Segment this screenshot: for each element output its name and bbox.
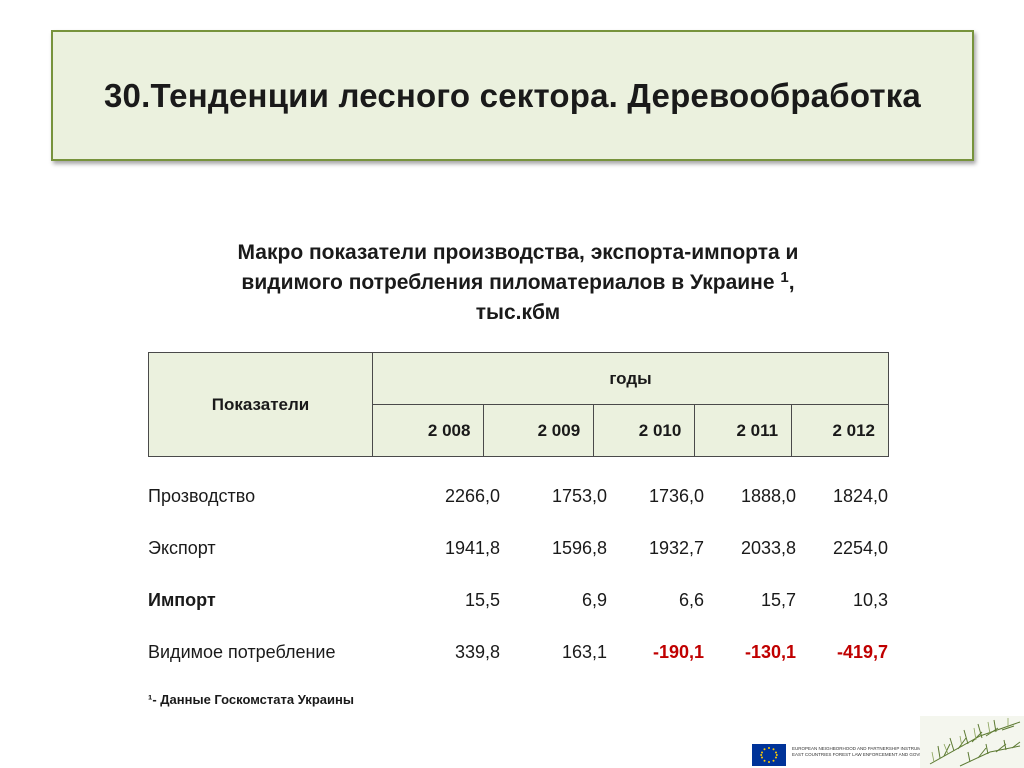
caption-line-3: тыс.кбм <box>475 301 561 324</box>
table-row: Экспорт 1941,8 1596,8 1932,7 2033,8 2254… <box>148 522 889 574</box>
footnote: ¹- Данные Госкомстата Украины <box>148 692 354 707</box>
year-header: 2 009 <box>483 404 595 457</box>
table-cell: 1736,0 <box>648 485 704 506</box>
table-cell: 1941,8 <box>444 537 500 558</box>
program-line-1: EUROPEAN NEIGHBORHOOD AND PARTNERSHIP IN… <box>792 746 931 751</box>
table-cell: 15,5 <box>464 589 500 610</box>
table-cell: 339,8 <box>454 641 500 662</box>
year-header: 2 012 <box>791 404 889 457</box>
table-body: Прозводство 2266,0 1753,0 1736,0 1888,0 … <box>148 470 889 678</box>
indicators-header: Показатели <box>148 352 373 457</box>
year-header: 2 011 <box>694 404 793 457</box>
table-caption: Макро показатели производства, экспорта-… <box>148 238 888 328</box>
footnote-mark: 1 <box>780 269 789 286</box>
table-row: Видимое потребление 339,8 163,1 -190,1 -… <box>148 626 889 678</box>
table-row: Прозводство 2266,0 1753,0 1736,0 1888,0 … <box>148 470 889 522</box>
table-cell: 6,6 <box>678 589 704 610</box>
table-cell-negative: -419,7 <box>836 641 888 662</box>
table-cell: 1596,8 <box>551 537 607 558</box>
table-header: Показатели годы 2 008 2 009 2 010 2 011 … <box>148 352 889 457</box>
caption-line-2-suffix: , <box>788 271 795 294</box>
row-label: Импорт <box>148 589 216 610</box>
table-cell: 1932,7 <box>648 537 704 558</box>
table-cell: 2254,0 <box>832 537 888 558</box>
years-header: годы <box>372 352 889 405</box>
table-cell: 1824,0 <box>832 485 888 506</box>
program-text: EUROPEAN NEIGHBORHOOD AND PARTNERSHIP IN… <box>792 746 970 758</box>
table-cell: 10,3 <box>852 589 888 610</box>
row-label: Прозводство <box>148 485 256 506</box>
caption-line-2-text: видимого потребления пиломатериалов в Ук… <box>241 271 775 294</box>
table-cell: 1753,0 <box>551 485 607 506</box>
pine-branch-icon <box>920 716 1024 768</box>
year-header: 2 008 <box>371 404 485 457</box>
title-box: 30.Тенденции лесного сектора. Деревообра… <box>51 30 974 161</box>
program-line-2: EAST COUNTRIES FOREST LAW ENFORCEMENT AN… <box>792 752 970 757</box>
table-cell-negative: -130,1 <box>744 641 796 662</box>
year-header: 2 010 <box>593 404 696 457</box>
caption-line-1: Макро показатели производства, экспорта-… <box>237 241 799 264</box>
table-cell: 163,1 <box>561 641 607 662</box>
slide-title: 30.Тенденции лесного сектора. Деревообра… <box>103 76 921 114</box>
eu-flag-icon <box>752 744 786 766</box>
table-cell-negative: -190,1 <box>652 641 704 662</box>
caption-line-2: видимого потребления пиломатериалов в Ук… <box>148 268 888 298</box>
table-cell: 2266,0 <box>444 485 500 506</box>
table-cell: 15,7 <box>760 589 796 610</box>
row-label: Видимое потребление <box>148 641 336 662</box>
row-label: Экспорт <box>148 537 216 558</box>
table-cell: 1888,0 <box>740 485 796 506</box>
table-row: Импорт 15,5 6,9 6,6 15,7 10,3 <box>148 574 889 626</box>
table-cell: 2033,8 <box>740 537 796 558</box>
table-cell: 6,9 <box>581 589 607 610</box>
